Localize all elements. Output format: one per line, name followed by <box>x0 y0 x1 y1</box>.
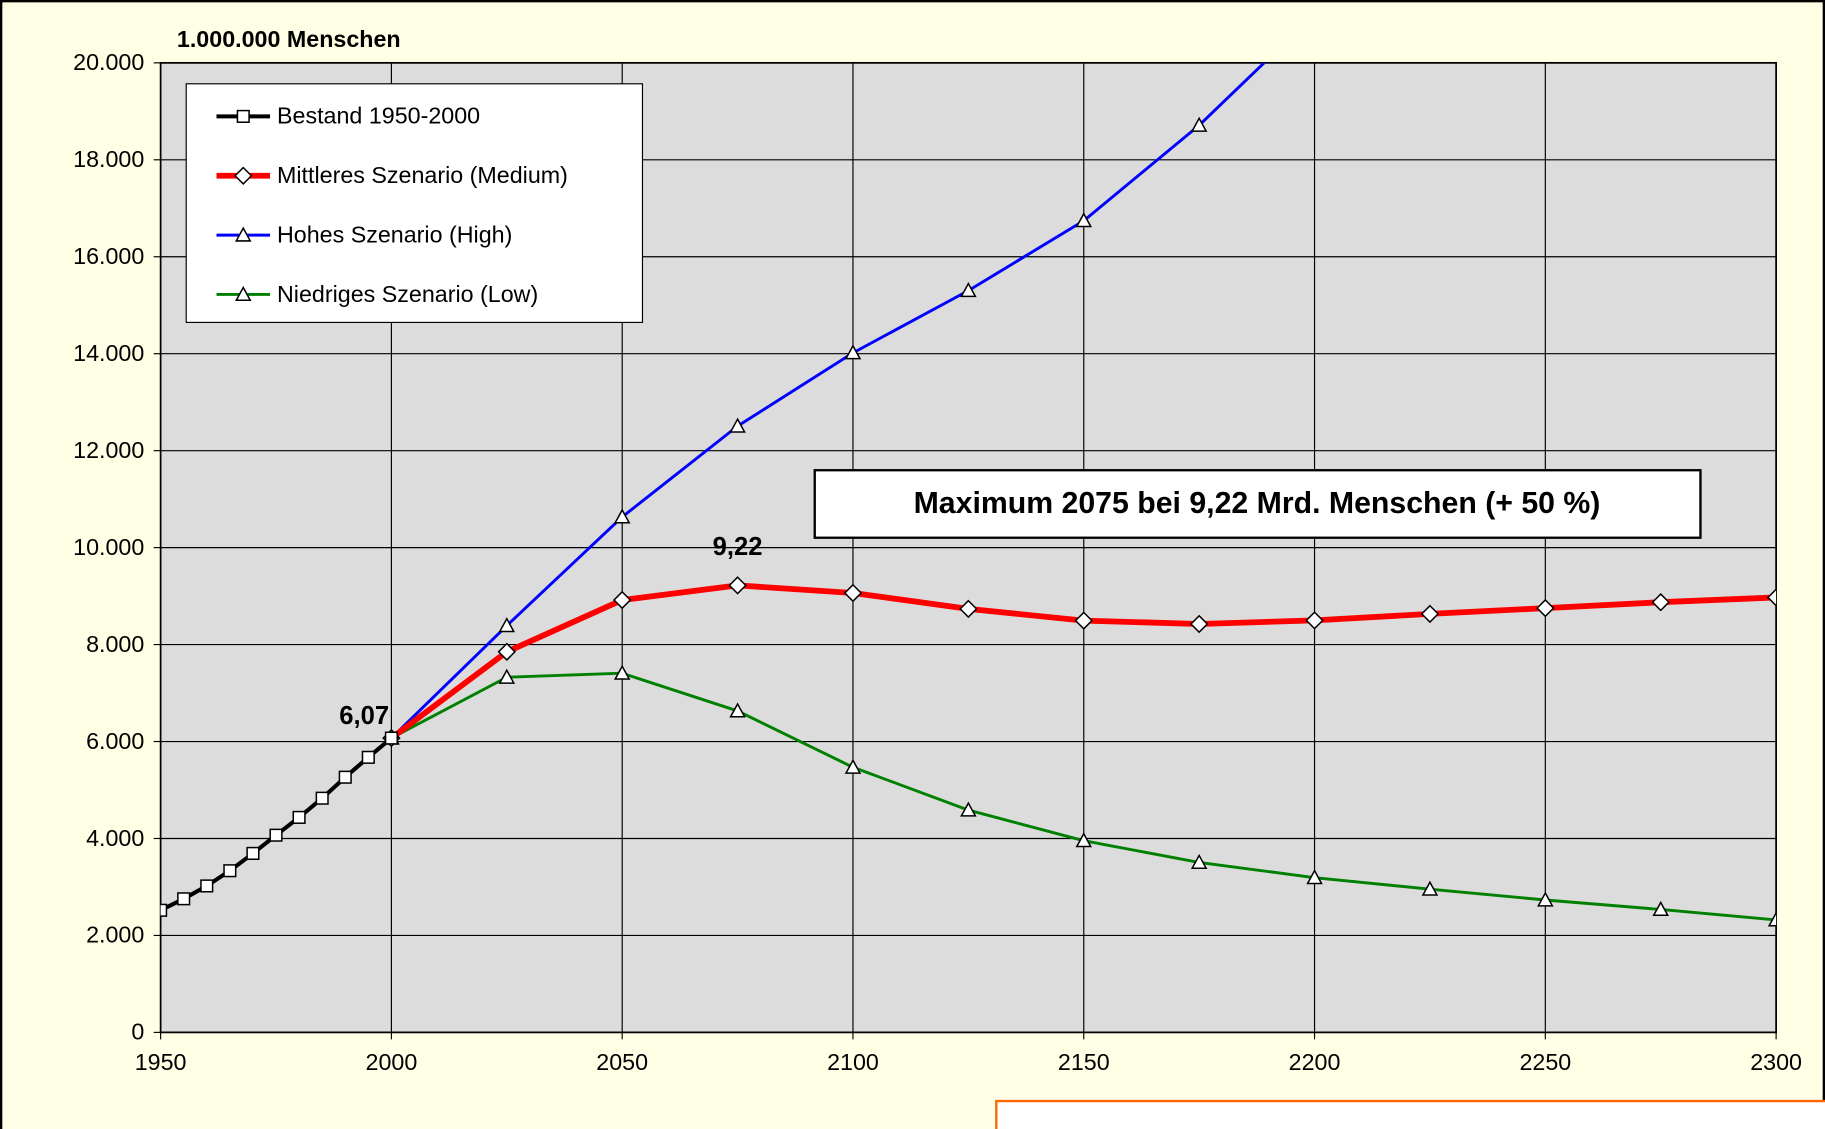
y-tick-label: 4.000 <box>86 825 144 851</box>
marker <box>613 508 631 524</box>
marker <box>292 810 306 824</box>
marker <box>1189 614 1209 634</box>
y-tick-label: 6.000 <box>86 728 144 754</box>
marker <box>384 731 398 745</box>
marker <box>959 599 978 619</box>
x-tick-label: 2150 <box>1058 1049 1110 1075</box>
y-tick-label: 10.000 <box>73 534 144 560</box>
marker <box>612 590 632 610</box>
marker <box>497 642 517 662</box>
marker <box>315 791 329 805</box>
marker <box>1075 832 1093 848</box>
marker <box>498 668 516 684</box>
marker <box>269 828 283 842</box>
legend-label: Mittleres Szenario (Medium) <box>277 162 568 188</box>
y-tick-label: 14.000 <box>73 340 144 366</box>
marker <box>1766 588 1777 607</box>
legend-label: Niedriges Szenario (Low) <box>277 281 538 307</box>
legend-label: Bestand 1950-2000 <box>277 103 480 129</box>
marker <box>1536 598 1555 618</box>
legend-label: Hohes Szenario (High) <box>277 221 512 247</box>
marker <box>1075 212 1093 228</box>
marker <box>729 702 746 718</box>
legend-box <box>185 83 644 323</box>
marker <box>728 576 747 595</box>
marker <box>729 417 746 433</box>
marker <box>960 282 977 298</box>
marker <box>234 166 253 185</box>
marker <box>1074 611 1093 630</box>
y-tick-label: 18.000 <box>73 146 144 172</box>
marker <box>844 758 862 774</box>
marker <box>844 344 862 360</box>
x-tick-label: 2200 <box>1289 1049 1341 1075</box>
marker <box>177 892 191 906</box>
annotation-box <box>813 469 1702 539</box>
marker <box>1190 853 1208 870</box>
x-tick-label: 1950 <box>135 1049 187 1075</box>
x-tick-label: 2300 <box>1750 1049 1802 1075</box>
marker <box>246 846 260 860</box>
marker <box>1537 891 1554 907</box>
marker <box>843 583 863 603</box>
point-label: 6,07 <box>339 702 389 730</box>
marker <box>361 750 375 764</box>
marker <box>160 903 168 917</box>
marker <box>234 285 252 302</box>
x-tick-label: 2000 <box>366 1049 418 1075</box>
marker <box>200 879 214 893</box>
marker <box>1420 604 1440 624</box>
marker <box>236 109 250 123</box>
marker <box>960 801 977 817</box>
marker <box>1305 611 1324 630</box>
annotation: Maximum 2075 bei 9,22 Mrd. Menschen (+ 5… <box>914 487 1601 520</box>
marker <box>223 864 237 878</box>
y-tick-label: 20.000 <box>73 49 144 75</box>
marker <box>338 770 352 784</box>
y-tick-label: 2.000 <box>86 922 144 948</box>
marker <box>1421 880 1439 896</box>
y-tick-label: 0 <box>131 1019 144 1045</box>
source-box <box>995 1099 1825 1129</box>
marker <box>1190 116 1208 132</box>
marker <box>1652 900 1669 917</box>
y-axis-label: 1.000.000 Menschen <box>177 26 401 52</box>
marker <box>1767 911 1777 927</box>
marker <box>1306 869 1323 885</box>
x-tick-label: 2050 <box>596 1049 648 1075</box>
x-tick-label: 2250 <box>1519 1049 1571 1075</box>
marker <box>1651 592 1670 612</box>
y-tick-label: 8.000 <box>86 631 144 657</box>
point-label: 9,22 <box>713 533 763 561</box>
x-tick-label: 2100 <box>827 1049 879 1075</box>
y-tick-label: 12.000 <box>73 437 144 463</box>
marker <box>498 617 516 633</box>
y-tick-label: 16.000 <box>73 243 144 269</box>
marker <box>234 226 252 242</box>
marker <box>613 664 631 680</box>
